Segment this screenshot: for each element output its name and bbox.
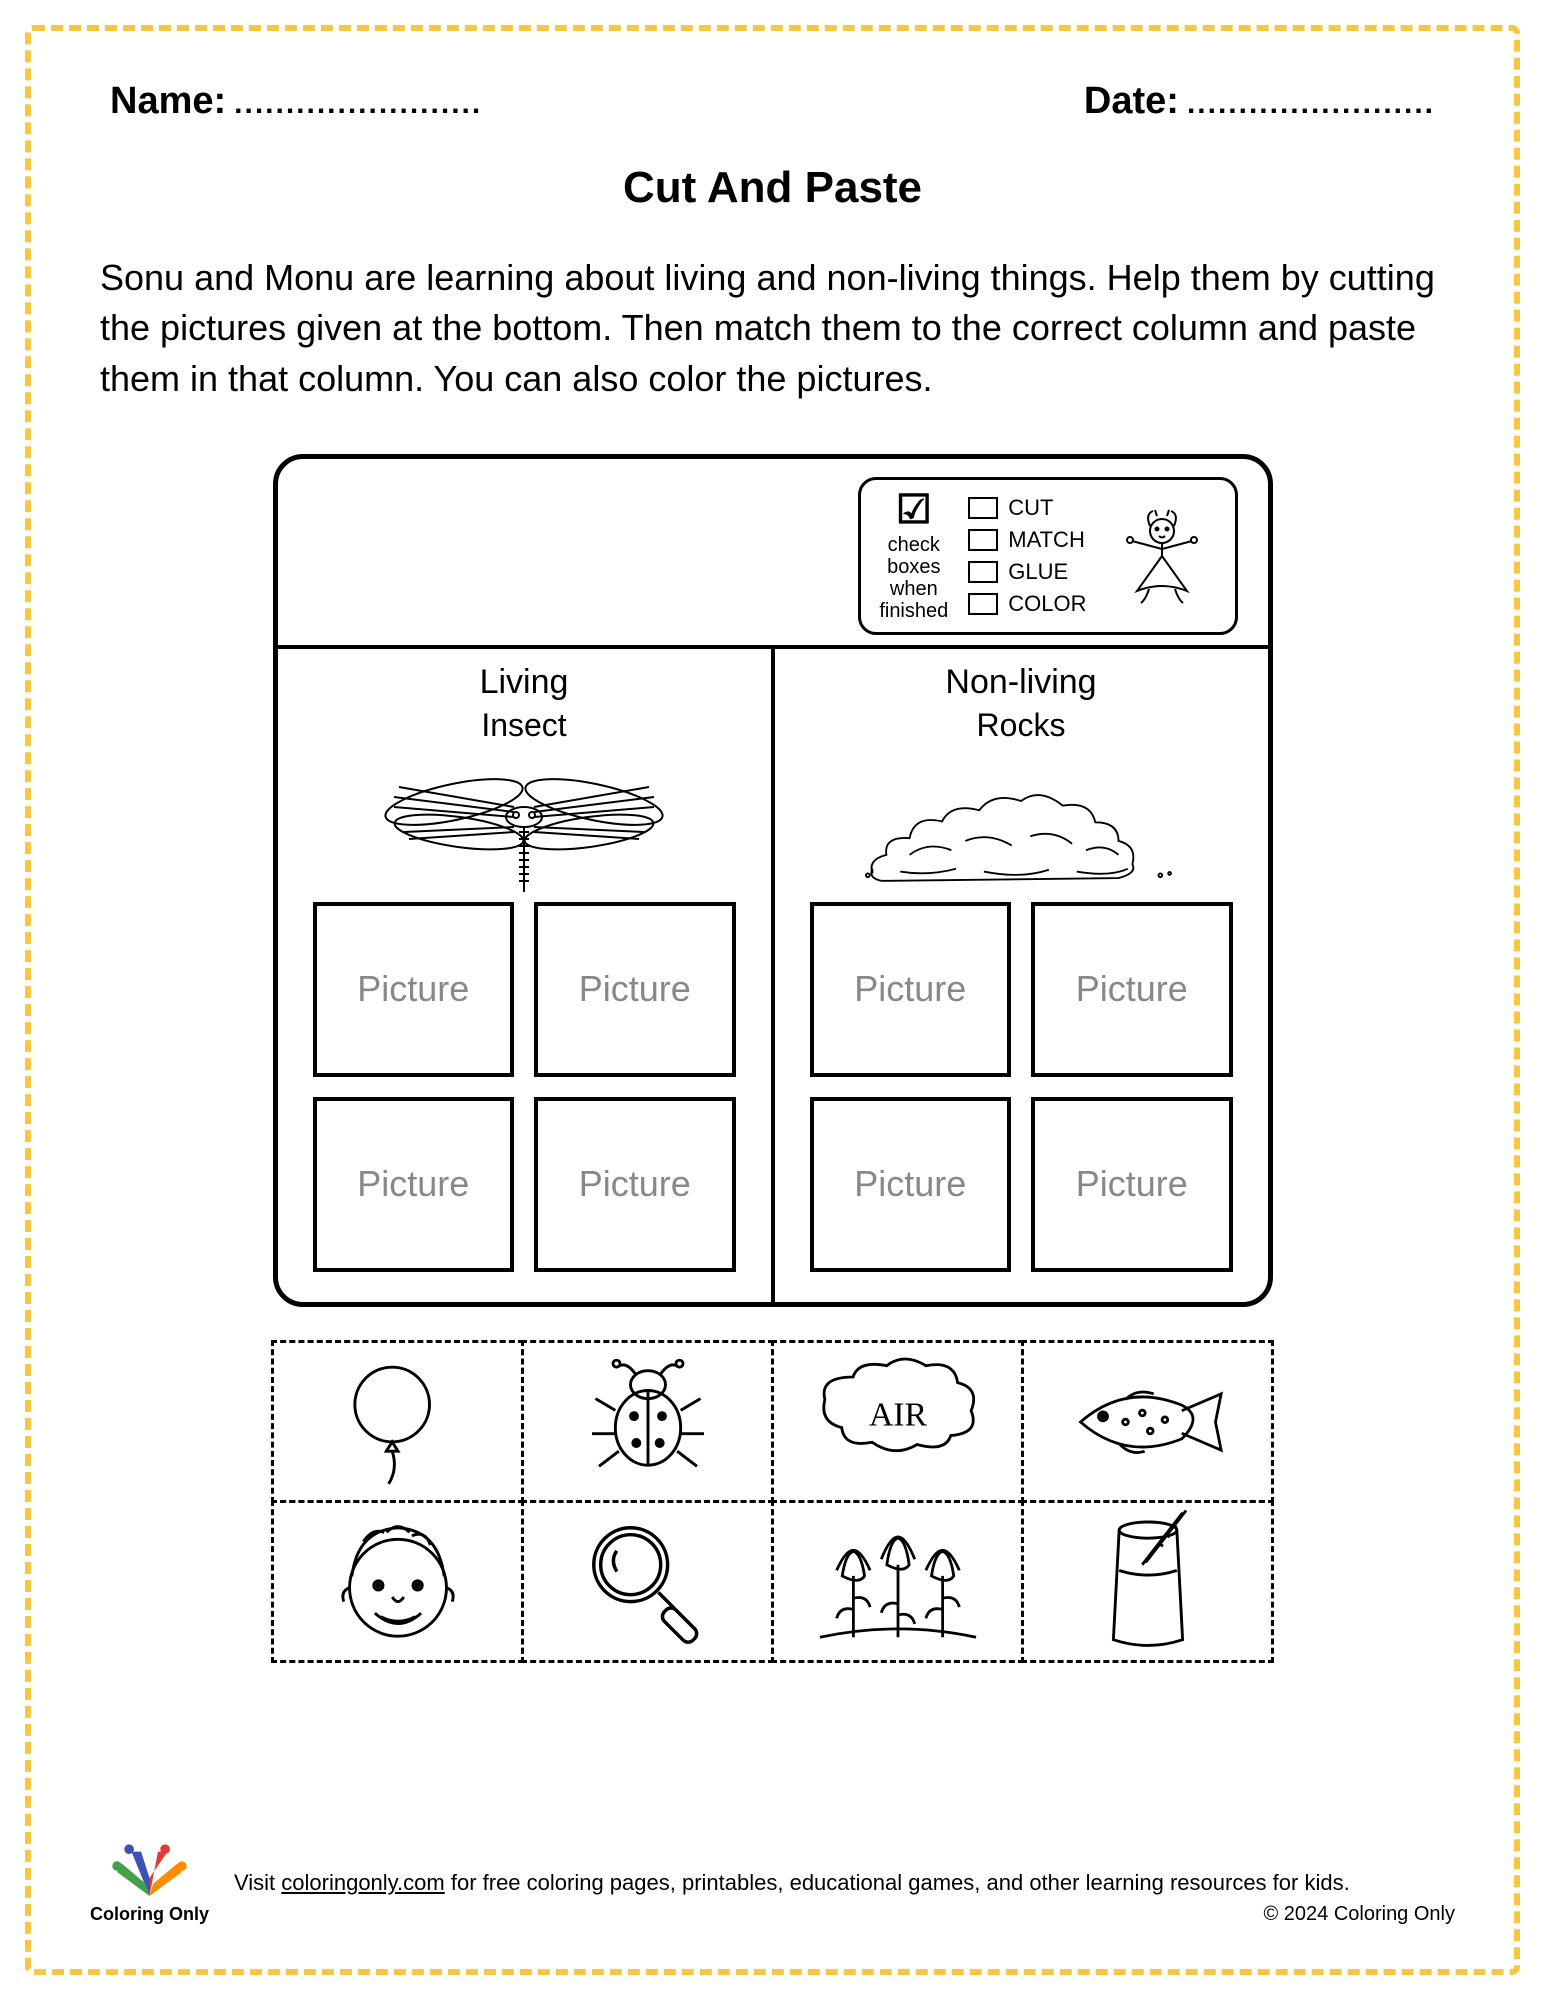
- cutout-magnifier[interactable]: [521, 1500, 774, 1663]
- living-grid: Picture Picture Picture Picture: [298, 902, 751, 1282]
- nonliving-slot-3[interactable]: Picture: [810, 1097, 1012, 1272]
- check-item-glue: GLUE: [968, 559, 1086, 585]
- category-columns: Living Insect: [278, 645, 1268, 1301]
- nonliving-label: Non-living: [795, 664, 1248, 701]
- air-text: AIR: [868, 1396, 927, 1433]
- nonliving-slot-1[interactable]: Picture: [810, 902, 1012, 1077]
- check-list: CUT MATCH GLUE COLOR: [968, 495, 1086, 617]
- worksheet-page: Name: ........................ Date: ...…: [0, 0, 1545, 2000]
- check-hint-line-3: finished: [879, 600, 948, 622]
- cutouts-grid: AIR: [273, 1342, 1273, 1662]
- cutout-beetle[interactable]: [521, 1340, 774, 1503]
- living-column: Living Insect: [278, 649, 771, 1301]
- placeholder-text: Picture: [1076, 968, 1188, 1010]
- date-field: Date: ........................: [1084, 80, 1435, 123]
- check-hint-line-1: boxes: [887, 556, 940, 578]
- logo-text: Coloring Only: [90, 1904, 209, 1925]
- nonliving-column: Non-living Rocks Pict: [771, 649, 1268, 1301]
- cutout-flowers[interactable]: [771, 1500, 1024, 1663]
- cutout-air[interactable]: AIR: [771, 1340, 1024, 1503]
- name-label: Name:: [110, 80, 226, 123]
- footer: Coloring Only Visit coloringonly.com for…: [90, 1842, 1455, 1925]
- footer-link[interactable]: coloringonly.com: [281, 1870, 444, 1895]
- check-item-color: COLOR: [968, 591, 1086, 617]
- living-slot-2[interactable]: Picture: [534, 902, 736, 1077]
- copyright: © 2024 Coloring Only: [1263, 1901, 1455, 1927]
- logo: Coloring Only: [90, 1842, 209, 1925]
- fairy-doodle-icon: [1107, 501, 1217, 611]
- name-field: Name: ........................: [110, 80, 482, 123]
- check-label-glue: GLUE: [1008, 559, 1068, 585]
- cutout-boy[interactable]: [271, 1500, 524, 1663]
- header-row: Name: ........................ Date: ...…: [90, 80, 1455, 123]
- check-label-cut: CUT: [1008, 495, 1053, 521]
- living-label: Living: [298, 664, 751, 701]
- cutout-balloon[interactable]: [271, 1340, 524, 1503]
- date-blank-line[interactable]: ........................: [1187, 87, 1435, 121]
- placeholder-text: Picture: [854, 1163, 966, 1205]
- check-hint-line-2: when: [890, 578, 938, 600]
- footer-text: Visit coloringonly.com for free coloring…: [234, 1869, 1455, 1898]
- check-hint-line-0: check: [888, 534, 940, 556]
- cutout-glass[interactable]: [1021, 1500, 1274, 1663]
- check-item-match: MATCH: [968, 527, 1086, 553]
- logo-icon: [107, 1842, 192, 1902]
- placeholder-text: Picture: [854, 968, 966, 1010]
- worksheet-title: Cut And Paste: [90, 163, 1455, 213]
- checkbox-match[interactable]: [968, 529, 998, 551]
- page-content: Name: ........................ Date: ...…: [30, 30, 1515, 1970]
- nonliving-grid: Picture Picture Picture Picture: [795, 902, 1248, 1282]
- living-slot-4[interactable]: Picture: [534, 1097, 736, 1272]
- check-hint: ☑ check boxes when finished: [879, 490, 948, 622]
- checkmark-icon: ☑: [896, 490, 932, 530]
- placeholder-text: Picture: [579, 968, 691, 1010]
- checkbox-color[interactable]: [968, 593, 998, 615]
- activity-box: ☑ check boxes when finished CUT M: [273, 454, 1273, 1306]
- placeholder-text: Picture: [579, 1163, 691, 1205]
- placeholder-text: Picture: [357, 1163, 469, 1205]
- rocks-icon: [795, 752, 1248, 902]
- placeholder-text: Picture: [357, 968, 469, 1010]
- living-sublabel: Insect: [298, 707, 751, 744]
- instructions-text: Sonu and Monu are learning about living …: [100, 253, 1445, 404]
- placeholder-text: Picture: [1076, 1163, 1188, 1205]
- footer-prefix: Visit: [234, 1870, 281, 1895]
- footer-suffix: for free coloring pages, printables, edu…: [445, 1870, 1350, 1895]
- dragonfly-icon: [298, 752, 751, 902]
- nonliving-slot-2[interactable]: Picture: [1031, 902, 1233, 1077]
- nonliving-sublabel: Rocks: [795, 707, 1248, 744]
- name-blank-line[interactable]: ........................: [234, 87, 482, 121]
- checkbox-cut[interactable]: [968, 497, 998, 519]
- living-slot-3[interactable]: Picture: [313, 1097, 515, 1272]
- check-label-match: MATCH: [1008, 527, 1085, 553]
- checkbox-glue[interactable]: [968, 561, 998, 583]
- check-panel-row: ☑ check boxes when finished CUT M: [278, 459, 1268, 645]
- cutout-fish[interactable]: [1021, 1340, 1274, 1503]
- date-label: Date:: [1084, 80, 1179, 123]
- check-label-color: COLOR: [1008, 591, 1086, 617]
- living-slot-1[interactable]: Picture: [313, 902, 515, 1077]
- check-item-cut: CUT: [968, 495, 1086, 521]
- nonliving-slot-4[interactable]: Picture: [1031, 1097, 1233, 1272]
- check-panel: ☑ check boxes when finished CUT M: [858, 477, 1237, 635]
